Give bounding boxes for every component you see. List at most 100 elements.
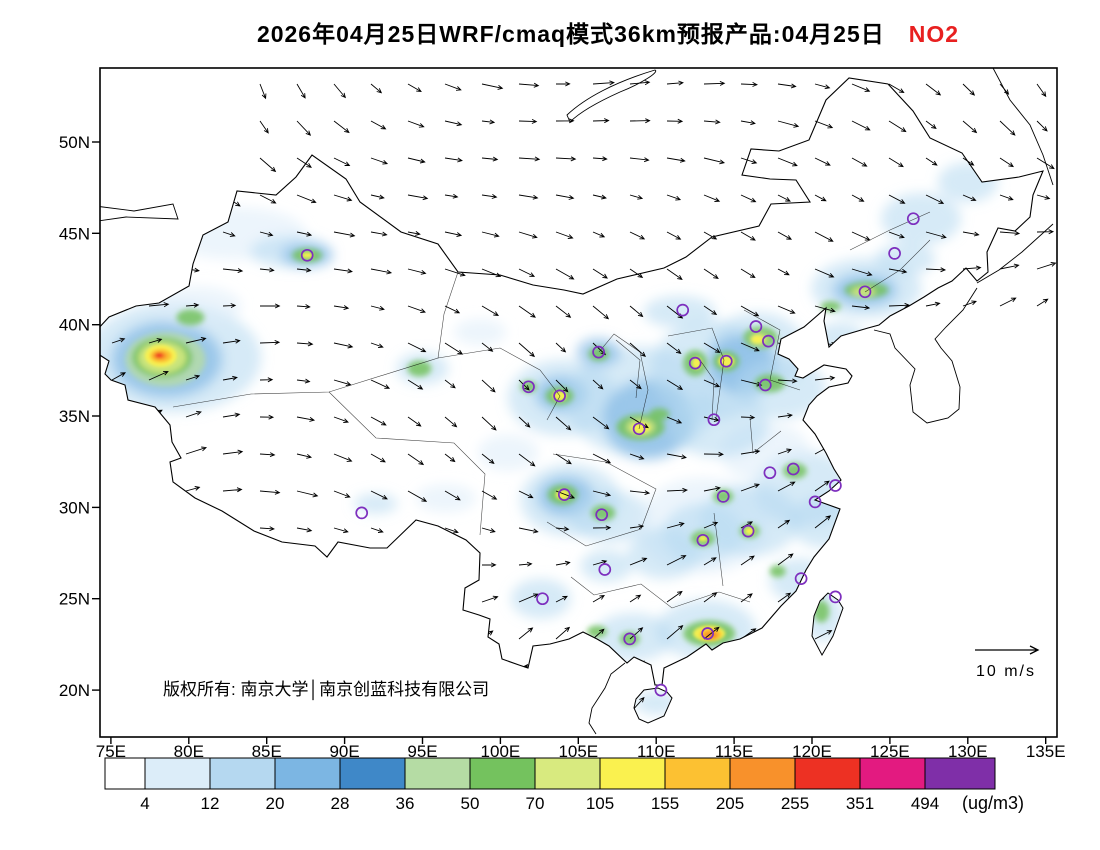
- wind-scale-legend: 10 m/s: [975, 645, 1040, 680]
- colorbar-tick-label: 50: [461, 794, 480, 813]
- no2-shading-blob: [155, 352, 164, 358]
- wind-scale-arrow-icon: [975, 645, 1040, 655]
- colorbar-tick-label: 494: [911, 794, 939, 813]
- no2-shading-blob: [301, 252, 314, 259]
- lon-tick-label: 120E: [792, 742, 832, 761]
- colorbar-cell: [469, 757, 536, 790]
- no2-shading-blob: [591, 504, 616, 521]
- province-border: [849, 211, 931, 251]
- korea-coastline: [873, 287, 978, 424]
- no2-shading-blob: [769, 565, 786, 578]
- province-border: [546, 453, 657, 547]
- colorbar-cell: [104, 757, 146, 790]
- province-border: [864, 239, 931, 293]
- colorbar-tick-label: 155: [651, 794, 679, 813]
- colorbar-tick-label: 36: [396, 794, 415, 813]
- city-marker: [654, 683, 668, 697]
- city-marker: [741, 524, 755, 538]
- province-border: [328, 391, 486, 536]
- province-border: [570, 576, 751, 609]
- province-border: [743, 309, 801, 391]
- city-marker: [676, 303, 690, 317]
- city-marker: [536, 592, 549, 606]
- taiwan-outline: [811, 592, 844, 657]
- city-markers-layer: [300, 212, 920, 697]
- no2-shading-blob: [744, 527, 755, 536]
- pollutant-label: NO2: [909, 21, 959, 47]
- colorbar-cell: [729, 757, 796, 790]
- no2-shading-blob: [478, 434, 539, 471]
- city-marker: [906, 212, 920, 226]
- colorbar-tick-label: 4: [140, 794, 149, 813]
- no2-shading-blob: [454, 319, 507, 345]
- city-marker: [749, 320, 763, 333]
- city-marker: [758, 378, 772, 392]
- city-marker: [355, 506, 369, 520]
- figure-title: 2026年04月25日WRF/cmaq模式36km预报产品:04月25日 NO2: [257, 21, 959, 47]
- no2-shading-blob: [415, 484, 476, 513]
- city-marker: [632, 422, 646, 436]
- no2-shading-blob: [588, 346, 609, 361]
- colorbar-tick-label: 20: [266, 794, 285, 813]
- colorbar-tick-label: 351: [846, 794, 874, 813]
- colorbar-cell: [859, 757, 926, 790]
- lon-tick-label: 80E: [174, 742, 204, 761]
- no2-shading-blob: [703, 631, 718, 640]
- lat-tick-label: 20N: [59, 681, 90, 700]
- colorbar-unit-label: (ug/m3): [962, 793, 1024, 813]
- colorbar-cell: [794, 757, 861, 790]
- colorbar-cell: [209, 757, 276, 790]
- lat-tick-label: 40N: [59, 316, 90, 335]
- lon-tick-label: 115E: [715, 742, 753, 761]
- lat-tick-label: 45N: [59, 224, 90, 243]
- lat-tick-label: 50N: [59, 133, 90, 152]
- copyright-text: 版权所有: 南京大学│南京创蓝科技有限公司: [163, 679, 489, 701]
- russia-coastline: [976, 223, 1054, 284]
- city-marker: [300, 248, 314, 262]
- colorbar-cell: [274, 757, 341, 790]
- province-border: [749, 417, 782, 454]
- colorbar-cell: [924, 757, 996, 790]
- city-marker: [763, 466, 777, 480]
- vietnam-coastline: [588, 662, 626, 735]
- lon-tick-label: 95E: [407, 742, 437, 761]
- no2-shading-blob: [643, 295, 716, 328]
- no2-shading-broad: [100, 162, 998, 715]
- no2-shading-blob: [782, 462, 807, 479]
- lon-tick-label: 130E: [948, 742, 988, 761]
- city-marker: [557, 488, 571, 501]
- province-border: [667, 327, 725, 419]
- colorbar-tick-label: 255: [781, 794, 809, 813]
- province-border: [437, 347, 561, 421]
- no2-shading-blob: [587, 625, 607, 638]
- axis-labels: 50N 45N 40N 35N 30N 25N 20N 75E 80E 85E 90E 95E 100E…: [59, 133, 1066, 761]
- no2-shading-blob: [937, 162, 998, 203]
- province-border: [713, 512, 724, 587]
- china-outline: [100, 77, 1044, 686]
- lon-tick-label: 100E: [481, 742, 521, 761]
- lat-tick-label: 25N: [59, 590, 90, 609]
- city-marker: [829, 479, 842, 492]
- no2-shading-blob: [851, 286, 876, 297]
- no2-shading-blob: [875, 242, 936, 275]
- city-marker: [707, 413, 721, 427]
- colorbar-tick-label: 105: [586, 794, 614, 813]
- colorbar-tick-label: 205: [716, 794, 744, 813]
- lon-tick-label: 85E: [252, 742, 282, 761]
- city-marker: [808, 495, 822, 509]
- lat-tick-label: 30N: [59, 498, 90, 517]
- city-marker: [716, 490, 730, 503]
- no2-shading-blob: [353, 493, 398, 514]
- lon-tick-label: 75E: [96, 742, 126, 761]
- city-marker: [553, 389, 566, 403]
- city-marker: [858, 285, 872, 299]
- lake-balkhash-outline: [100, 203, 179, 222]
- colorbar-tick-label: 70: [526, 794, 545, 813]
- city-marker: [719, 354, 733, 368]
- city-marker: [794, 572, 808, 585]
- no2-shading-blob: [668, 393, 769, 458]
- no2-shading-blob: [751, 335, 764, 344]
- lon-tick-label: 135E: [1026, 742, 1066, 761]
